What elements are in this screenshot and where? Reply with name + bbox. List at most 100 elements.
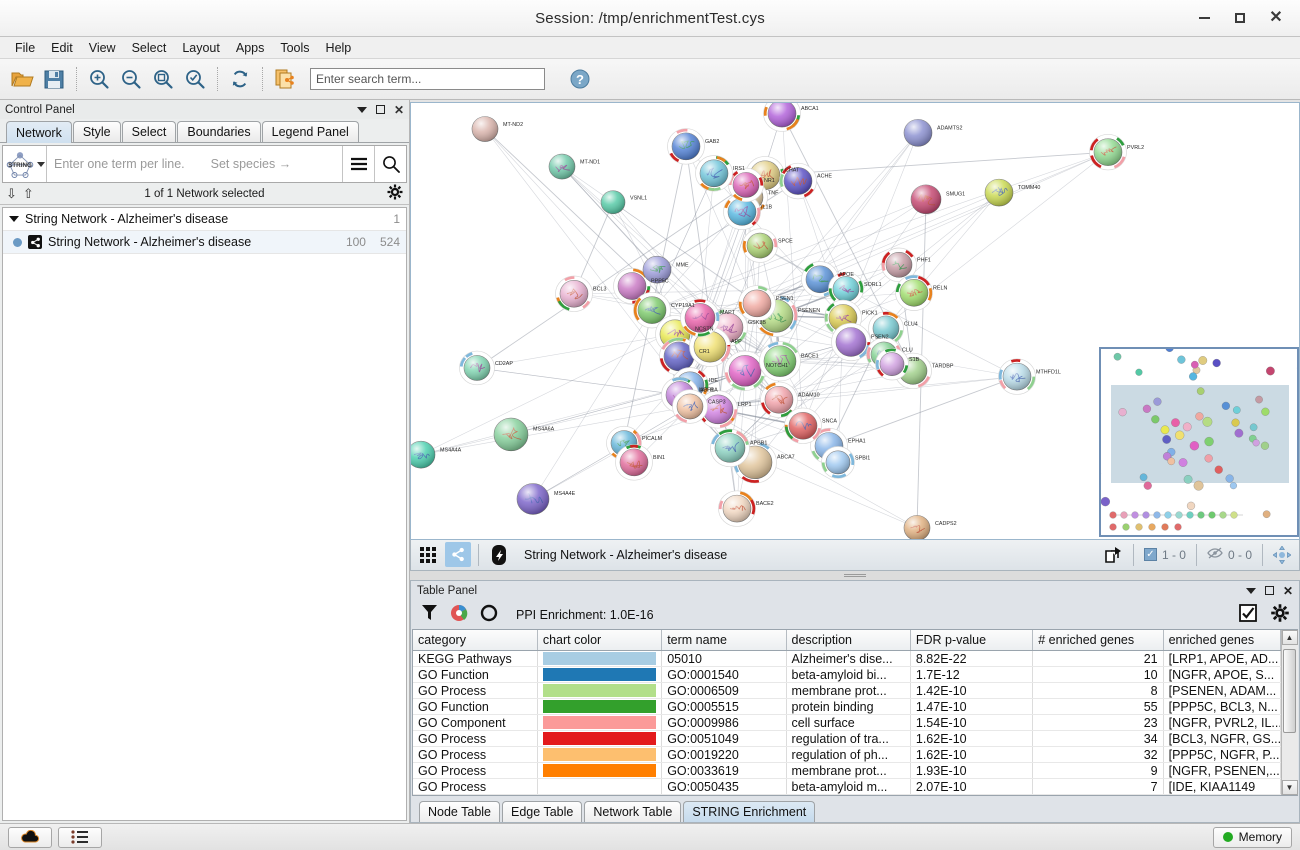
network-node[interactable]	[516, 483, 550, 515]
scrollbar-track[interactable]	[1281, 644, 1298, 780]
network-node[interactable]	[698, 390, 738, 429]
string-term-input[interactable]: Enter one term per line. Set species →	[47, 146, 342, 182]
tree-expand-icon[interactable]	[9, 216, 19, 222]
expand-all-icon[interactable]: ⇧	[22, 186, 34, 201]
table-row[interactable]: GO Function GO:0005515 protein binding 1.47…	[413, 698, 1281, 715]
zoom-selected-button[interactable]	[180, 64, 210, 94]
network-node[interactable]	[659, 337, 699, 376]
table-row[interactable]: KEGG Pathways 05010 Alzheimer's dise... 8.8…	[413, 650, 1281, 667]
task-list-button[interactable]	[58, 826, 102, 848]
menu-edit[interactable]: Edit	[51, 40, 73, 55]
network-node[interactable]	[759, 341, 801, 382]
menu-file[interactable]: File	[15, 40, 36, 55]
network-node[interactable]	[821, 446, 855, 479]
tab-style[interactable]: Style	[72, 121, 121, 142]
tab-edge-table[interactable]: Edge Table	[502, 801, 583, 822]
tree-row-root[interactable]: String Network - Alzheimer's disease 1	[3, 208, 406, 231]
network-node[interactable]	[695, 155, 733, 192]
network-node[interactable]	[615, 444, 653, 481]
export-network-button[interactable]	[270, 64, 300, 94]
network-node[interactable]	[555, 275, 593, 312]
network-node[interactable]	[742, 228, 778, 263]
help-button[interactable]: ?	[565, 64, 595, 94]
control-panel-dropdown-icon[interactable]	[356, 106, 367, 113]
network-node[interactable]	[493, 417, 529, 452]
col-description[interactable]: description	[786, 629, 911, 651]
network-node[interactable]	[738, 285, 776, 322]
hidden-nodes-counter[interactable]: 0 - 0	[1203, 547, 1256, 562]
network-node[interactable]	[998, 358, 1036, 395]
grid-layout-button[interactable]	[415, 542, 441, 567]
table-row[interactable]: GO Process GO:0033619 membrane prot... 1.93…	[413, 762, 1281, 779]
network-node[interactable]	[613, 267, 651, 305]
table-row[interactable]: GO Process GO:0050435 beta-amyloid m... 2.0…	[413, 778, 1281, 795]
tab-boundaries[interactable]: Boundaries	[177, 121, 261, 142]
network-node[interactable]	[718, 490, 756, 527]
network-node[interactable]	[784, 407, 822, 444]
network-node[interactable]	[548, 153, 576, 180]
collapse-all-icon[interactable]: ⇩	[6, 186, 17, 201]
minimize-button[interactable]	[1186, 3, 1222, 33]
col-chart-color[interactable]: chart color	[537, 629, 663, 651]
network-node[interactable]	[881, 247, 917, 283]
network-node[interactable]	[903, 119, 933, 147]
network-node[interactable]	[667, 128, 705, 165]
table-row[interactable]: GO Process GO:0006509 membrane prot... 1.42…	[413, 682, 1281, 699]
network-node[interactable]	[831, 322, 871, 362]
network-node[interactable]	[763, 103, 801, 132]
select-all-button[interactable]	[1239, 604, 1257, 625]
zoom-in-button[interactable]	[84, 64, 114, 94]
refresh-button[interactable]	[225, 64, 255, 94]
donut-chart-button[interactable]	[480, 604, 498, 625]
table-panel-maximize-icon[interactable]	[1264, 586, 1274, 595]
string-search-button[interactable]	[374, 146, 406, 182]
network-node[interactable]	[728, 167, 764, 203]
navigate-button[interactable]	[1269, 542, 1295, 567]
network-node[interactable]	[868, 311, 904, 346]
save-session-button[interactable]	[39, 64, 69, 94]
table-row[interactable]: GO Process GO:0051049 regulation of tra...…	[413, 730, 1281, 747]
menu-help[interactable]: Help	[325, 40, 352, 55]
scroll-down-arrow-icon[interactable]: ▼	[1281, 780, 1298, 795]
network-node[interactable]	[910, 184, 942, 215]
search-input[interactable]	[310, 68, 545, 90]
tab-select[interactable]: Select	[121, 121, 177, 142]
set-species-link[interactable]: Set species →	[210, 157, 292, 171]
network-node[interactable]	[984, 178, 1014, 207]
menu-select[interactable]: Select	[131, 40, 167, 55]
menu-view[interactable]: View	[88, 40, 116, 55]
network-node[interactable]	[633, 291, 671, 329]
col-enriched-genes[interactable]: enriched genes	[1163, 629, 1281, 651]
open-session-button[interactable]	[7, 64, 37, 94]
string-options-button[interactable]	[342, 146, 374, 182]
close-button[interactable]: ✕	[1258, 3, 1294, 33]
network-node[interactable]	[895, 274, 933, 311]
table-row[interactable]: GO Process GO:0019220 regulation of ph... 1…	[413, 746, 1281, 763]
string-logo-dropdown[interactable]: STRING	[3, 146, 47, 182]
col-fdr-pvalue[interactable]: FDR p-value	[910, 629, 1034, 651]
table-row[interactable]: GO Component GO:0009986 cell surface 1.54E-…	[413, 714, 1281, 731]
table-panel-close-icon[interactable]: ✕	[1282, 583, 1293, 598]
export-image-button[interactable]	[1101, 542, 1127, 567]
network-node[interactable]	[600, 190, 626, 215]
network-node[interactable]	[672, 389, 708, 424]
col-enriched-gene-count[interactable]: # enriched genes	[1032, 629, 1164, 651]
menu-apps[interactable]: Apps	[235, 40, 265, 55]
network-node[interactable]	[411, 440, 436, 469]
maximize-button[interactable]	[1222, 3, 1258, 33]
tab-node-table[interactable]: Node Table	[419, 801, 501, 822]
col-term-name[interactable]: term name	[661, 629, 787, 651]
network-node[interactable]	[710, 428, 750, 468]
network-node[interactable]	[724, 350, 766, 391]
tab-legend-panel[interactable]: Legend Panel	[261, 121, 359, 142]
col-category[interactable]: category	[413, 629, 538, 651]
table-vertical-scrollbar[interactable]: ▲ ▼	[1281, 629, 1298, 795]
network-node[interactable]	[875, 347, 909, 381]
birdseye-overview[interactable]	[1099, 346, 1299, 537]
network-node[interactable]	[828, 271, 864, 307]
network-canvas[interactable]: MT-ND2 MT-ND1 VSNL1 GAB2 ADAMTS2 PVRL2 TOMM40 S…	[410, 102, 1300, 540]
filter-button[interactable]	[421, 604, 438, 625]
network-node[interactable]	[1089, 133, 1127, 171]
annotation-button[interactable]	[486, 542, 512, 567]
network-node[interactable]	[760, 381, 798, 418]
